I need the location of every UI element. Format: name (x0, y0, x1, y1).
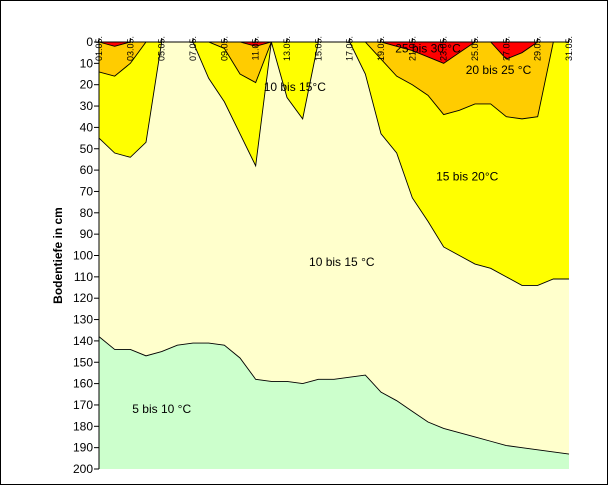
band-label: 10 bis 15 °C (309, 255, 375, 269)
x-tick-label: 23.05. (439, 36, 449, 61)
band-area-10-bis-15-c (99, 42, 569, 455)
x-tick-label: 07.05. (188, 36, 198, 61)
y-tick-label: 130 (73, 313, 93, 327)
y-axis-title: Bodentiefe in cm (51, 207, 65, 304)
y-tick-label: 40 (80, 120, 94, 134)
y-tick-label: 60 (80, 163, 94, 177)
x-tick-label: 31.05. (564, 36, 574, 61)
y-tick-label: 20 (80, 78, 94, 92)
x-tick-label: 09.05. (219, 36, 229, 61)
band-label: 15 bis 20°C (436, 170, 499, 184)
x-tick-label: 11.05. (251, 36, 261, 60)
y-tick-label: 100 (73, 249, 93, 263)
band-area-15-bis-20-c (99, 42, 569, 286)
boundary-line-1 (98, 336, 570, 455)
y-tick-label: 50 (80, 142, 94, 156)
x-tick-label: 21.05. (407, 36, 417, 61)
x-tick-label: 13.05. (282, 36, 292, 61)
bands-layer (99, 42, 569, 469)
x-tick-label: 01.05. (94, 36, 104, 61)
band-label: 20 bis 25 °C (466, 63, 532, 77)
band-label: 5 bis 10 °C (132, 402, 191, 416)
y-tick-label: 180 (73, 419, 93, 433)
x-tick-label: 03.05. (125, 36, 135, 61)
band-label: 10 bis 15°C (264, 80, 327, 94)
y-tick-label: 10 (80, 56, 94, 70)
y-tick-label: 70 (80, 184, 94, 198)
band-labels-layer: 5 bis 10 °C 10 bis 15 °C 10 bis 15°C 15 bis… (132, 41, 531, 416)
x-tick-label: 27.05. (501, 36, 511, 61)
y-tick-label: 150 (73, 355, 93, 369)
y-tick-label: 200 (73, 462, 93, 476)
y-tick-label: 90 (80, 227, 94, 241)
y-tick-label: 30 (80, 99, 94, 113)
axes-layer: 0 10 20 30 40 50 60 70 80 90 100 110 120 130 140 150 160… (51, 35, 574, 476)
band-label: 25 bis 30 °C (395, 41, 461, 55)
y-tick-label: 140 (73, 334, 93, 348)
y-tick-label: 110 (74, 270, 93, 284)
y-tick-label: 0 (86, 35, 93, 49)
band-area-25-bis-30-c (99, 42, 569, 64)
y-tick-label: 120 (73, 291, 93, 305)
x-tick-label: 19.05. (376, 36, 386, 61)
x-tick-label: 25.05. (470, 36, 480, 61)
band-area-5-bis-10-c (99, 336, 569, 469)
x-tick-label: 17.05. (345, 36, 355, 61)
y-tick-label: 80 (80, 206, 94, 220)
x-tick-label: 15.05. (313, 36, 323, 61)
x-tick-label: 05.05. (157, 36, 167, 61)
y-tick-label: 170 (73, 398, 93, 412)
x-tick-label: 29.05. (533, 36, 543, 61)
y-tick-label: 190 (73, 441, 93, 455)
y-tick-label: 160 (73, 377, 93, 391)
band-area-20-bis-25-c (99, 42, 569, 119)
